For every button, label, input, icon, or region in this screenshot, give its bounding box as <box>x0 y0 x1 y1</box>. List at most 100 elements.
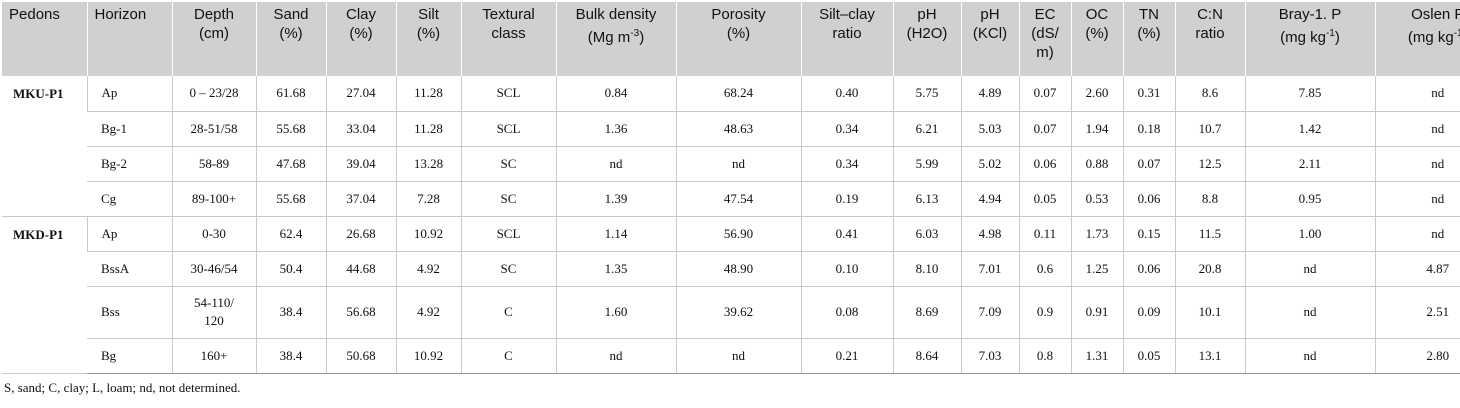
table-cell: 6.13 <box>892 181 961 217</box>
table-cell: 0.07 <box>1122 146 1175 182</box>
table-cell: 10.7 <box>1174 111 1245 147</box>
column-header-line: Sand <box>273 6 309 23</box>
table-cell: nd <box>1374 181 1460 217</box>
column-header-unit: (mg kg <box>1280 29 1326 46</box>
column-header-line: Oslen P <box>1411 6 1460 23</box>
table-cell: 1.39 <box>555 181 676 217</box>
table-cell: 0.19 <box>800 181 893 217</box>
table-cell: nd <box>1374 146 1460 182</box>
column-header: Bray-1. P (mg kg-1) <box>1244 2 1375 76</box>
column-header: Sand (%) <box>255 2 326 76</box>
column-header-exponent: -3 <box>630 28 640 39</box>
table-cell: 0.41 <box>800 216 893 252</box>
column-header: Pedons <box>2 2 87 76</box>
horizon-cell: Ap <box>86 76 172 112</box>
column-header-unit: (%) <box>1137 25 1161 42</box>
table-cell: 0.31 <box>1122 76 1175 112</box>
table-cell: 58-89 <box>171 146 256 182</box>
horizon-cell: Bss <box>87 286 172 339</box>
table-cell: 38.4 <box>255 286 326 339</box>
table-cell: 4.87 <box>1374 251 1460 287</box>
table-cell: 33.04 <box>325 111 396 147</box>
table-cell: 62.4 <box>255 216 326 252</box>
column-header-unit: (H2O) <box>906 25 948 42</box>
table-footnote: S, sand; C, clay; L, loam; nd, not deter… <box>4 379 241 395</box>
table-cell: 6.21 <box>892 111 961 147</box>
table-cell: 50.68 <box>325 338 396 374</box>
table-cell: 7.01 <box>960 251 1019 287</box>
column-header-unit: (cm) <box>199 25 229 42</box>
table-cell: 0.9 <box>1018 286 1071 339</box>
table-cell: 0.21 <box>800 338 893 374</box>
column-header-line: Pedons <box>9 6 60 23</box>
table-row: Cg 89-100+ 55.68 37.04 7.28 SC 1.39 47.54 0.19 6.… <box>2 181 1460 217</box>
table-row: Bg-1 28-51/58 55.68 33.04 11.28 SCL 1.36 48.63 0… <box>2 111 1460 147</box>
table-cell: SC <box>460 251 556 287</box>
table-cell: SCL <box>460 76 556 112</box>
column-header: Silt (%) <box>395 2 461 76</box>
table-cell: 0.08 <box>800 286 893 339</box>
pedon-label: MKD-P1 <box>2 216 87 374</box>
table-cell: 50.4 <box>255 251 326 287</box>
table-cell: 2.80 <box>1374 338 1460 374</box>
table-cell: 55.68 <box>255 111 326 147</box>
table-cell: 8.8 <box>1174 181 1245 217</box>
table-cell: 4.98 <box>960 216 1019 252</box>
column-header: Porosity (%) <box>675 2 801 76</box>
table-cell: 0.05 <box>1122 338 1175 374</box>
table-body: MKU-P1 Ap 0 – 23/28 61.68 27.04 11.28 SCL 0.84 6… <box>2 76 1460 374</box>
column-header: Textural class <box>460 2 556 76</box>
table-cell: nd <box>1374 111 1460 147</box>
column-header: C:N ratio <box>1174 2 1245 76</box>
table-wrapper: Pedons Horizon Depth (cm) Sand (%) Clay (%) Silt… <box>2 2 1460 396</box>
table-cell: 0.95 <box>1244 181 1375 217</box>
column-header-unit-close: ) <box>639 29 645 46</box>
table-cell: 8.69 <box>892 286 961 339</box>
table-cell: 26.68 <box>325 216 396 252</box>
table-cell: 1.00 <box>1244 216 1375 252</box>
table-cell: 7.28 <box>395 181 461 217</box>
table-cell: nd <box>675 338 801 374</box>
table-row: BssA 30-46/54 50.4 44.68 4.92 SC 1.35 48.90 0.10… <box>2 251 1460 287</box>
column-header-unit: (%) <box>349 25 373 42</box>
table-cell: 11.5 <box>1174 216 1245 252</box>
table-cell: 1.36 <box>555 111 676 147</box>
column-header: OC (%) <box>1070 2 1123 76</box>
column-header-line: pH <box>980 6 1000 23</box>
table-cell: 8.10 <box>892 251 961 287</box>
column-header: Depth (cm) <box>171 2 256 76</box>
column-header-line: Horizon <box>94 6 147 23</box>
table-cell: SC <box>460 146 556 182</box>
table-cell: 5.02 <box>960 146 1019 182</box>
table-row: MKU-P1 Ap 0 – 23/28 61.68 27.04 11.28 SCL 0.84 6… <box>2 76 1460 217</box>
table-cell: 1.60 <box>555 286 676 339</box>
column-header-line: Porosity <box>711 6 766 23</box>
column-header-unit-close: ) <box>1334 29 1340 46</box>
table-cell: 61.68 <box>255 76 326 112</box>
table-cell: 0.06 <box>1122 251 1175 287</box>
table-cell: C <box>460 286 556 339</box>
table-row: Bg-2 58-89 47.68 39.04 13.28 SC nd nd 0.34 5.99 5.… <box>2 146 1460 182</box>
column-header-line: Depth <box>193 6 235 23</box>
table-row: MKD-P1 Ap 0-30 62.4 26.68 10.92 SCL 1.14 56.90 0.… <box>2 216 1460 374</box>
table-cell: nd <box>555 338 676 374</box>
table-cell: nd <box>1244 251 1375 287</box>
table-cell: 39.62 <box>675 286 801 339</box>
table-cell: 89-100+ <box>171 181 256 217</box>
table-cell: 56.90 <box>675 216 801 252</box>
table-cell: C <box>460 338 556 374</box>
table-cell: 10.92 <box>395 216 461 252</box>
horizon-cell: Bg-2 <box>87 146 172 182</box>
table-cell: 0.11 <box>1018 216 1071 252</box>
table-cell: 0.18 <box>1122 111 1175 147</box>
table-cell: 4.92 <box>395 251 461 287</box>
table-cell: 7.03 <box>960 338 1019 374</box>
table-cell: nd <box>1244 286 1375 339</box>
column-header-unit: ratio <box>832 25 862 42</box>
table-cell: 1.14 <box>555 216 676 252</box>
table-cell: 4.94 <box>960 181 1019 217</box>
column-header-line: Bulk density <box>575 6 657 23</box>
table-cell: 6.03 <box>892 216 961 252</box>
column-header-unit: (KCl) <box>972 25 1008 42</box>
table-cell: 0.84 <box>555 76 676 112</box>
